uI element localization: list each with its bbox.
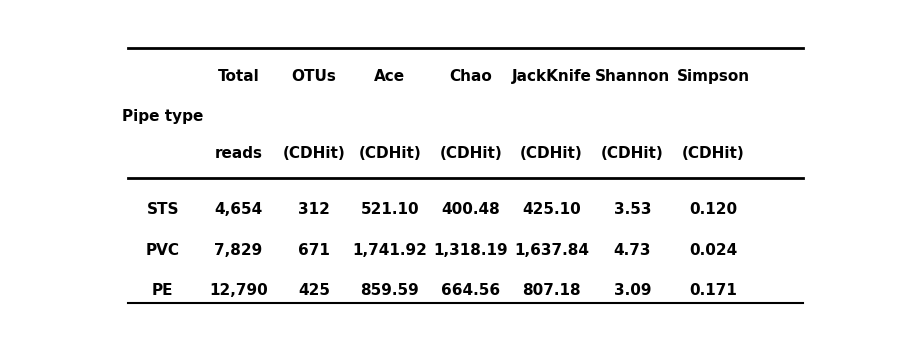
Text: PE: PE bbox=[152, 282, 173, 298]
Text: 1,318.19: 1,318.19 bbox=[433, 243, 508, 257]
Text: 7,829: 7,829 bbox=[214, 243, 262, 257]
Text: 0.024: 0.024 bbox=[689, 243, 737, 257]
Text: JackKnife: JackKnife bbox=[511, 69, 591, 84]
Text: Shannon: Shannon bbox=[595, 69, 670, 84]
Text: (CDHit): (CDHit) bbox=[282, 146, 345, 161]
Text: 425: 425 bbox=[298, 282, 330, 298]
Text: Ace: Ace bbox=[374, 69, 405, 84]
Text: 4,654: 4,654 bbox=[214, 202, 262, 218]
Text: 3.09: 3.09 bbox=[614, 282, 651, 298]
Text: 1,741.92: 1,741.92 bbox=[352, 243, 427, 257]
Text: STS: STS bbox=[146, 202, 179, 218]
Text: 0.171: 0.171 bbox=[689, 282, 737, 298]
Text: Chao: Chao bbox=[449, 69, 492, 84]
Text: 671: 671 bbox=[298, 243, 330, 257]
Text: 859.59: 859.59 bbox=[360, 282, 419, 298]
Text: 521.10: 521.10 bbox=[360, 202, 419, 218]
Text: (CDHit): (CDHit) bbox=[359, 146, 421, 161]
Text: (CDHit): (CDHit) bbox=[682, 146, 745, 161]
Text: OTUs: OTUs bbox=[291, 69, 337, 84]
Text: 400.48: 400.48 bbox=[441, 202, 500, 218]
Text: 312: 312 bbox=[298, 202, 330, 218]
Text: (CDHit): (CDHit) bbox=[520, 146, 583, 161]
Text: 425.10: 425.10 bbox=[522, 202, 581, 218]
Text: PVC: PVC bbox=[146, 243, 180, 257]
Text: 664.56: 664.56 bbox=[441, 282, 500, 298]
Text: (CDHit): (CDHit) bbox=[439, 146, 502, 161]
Text: 1,637.84: 1,637.84 bbox=[514, 243, 589, 257]
Text: 0.120: 0.120 bbox=[689, 202, 737, 218]
Text: 12,790: 12,790 bbox=[209, 282, 268, 298]
Text: Pipe type: Pipe type bbox=[122, 109, 203, 124]
Text: 807.18: 807.18 bbox=[522, 282, 581, 298]
Text: 4.73: 4.73 bbox=[614, 243, 651, 257]
Text: Simpson: Simpson bbox=[676, 69, 750, 84]
Text: (CDHit): (CDHit) bbox=[601, 146, 664, 161]
Text: reads: reads bbox=[214, 146, 262, 161]
Text: Total: Total bbox=[218, 69, 260, 84]
Text: 3.53: 3.53 bbox=[614, 202, 651, 218]
